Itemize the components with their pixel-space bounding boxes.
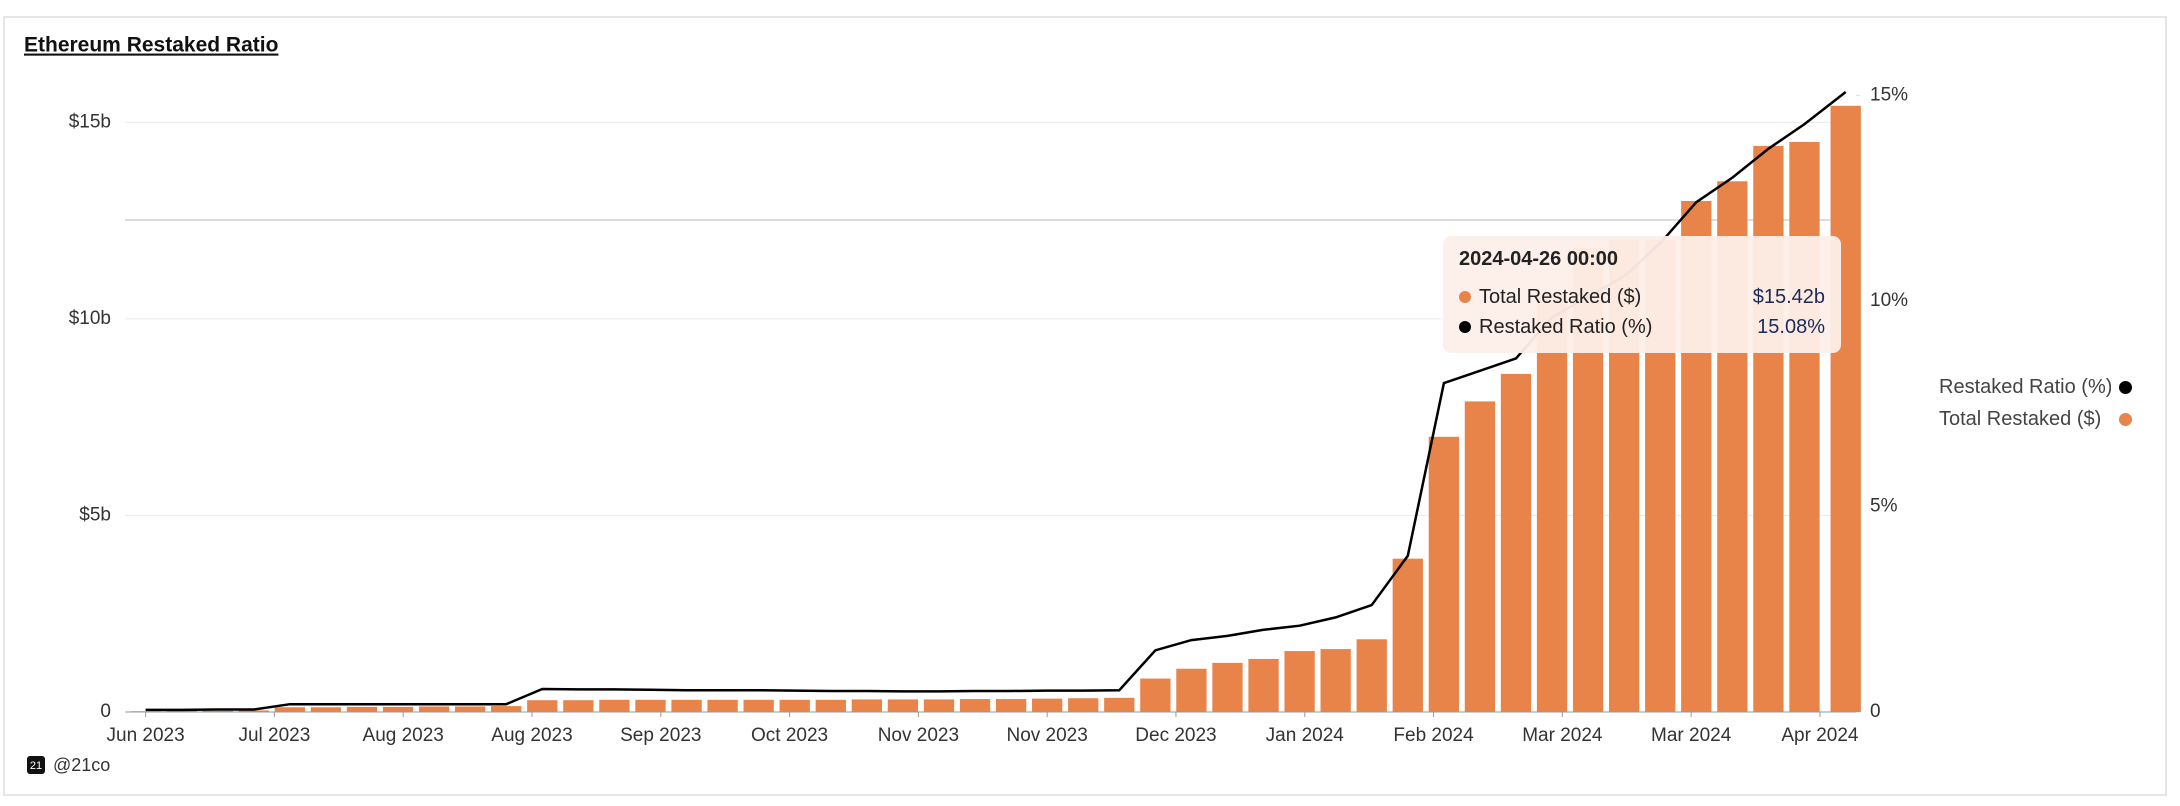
x-tick-label: Oct 2023 <box>751 725 828 746</box>
bar <box>635 699 666 712</box>
bar <box>346 706 378 712</box>
x-tick-label: Dec 2023 <box>1135 725 1216 746</box>
y2-tick-label: 0 <box>1870 701 1881 722</box>
tooltip: 2024-04-26 00:00 Total Restaked ($) $15.4… <box>1443 236 1841 353</box>
x-tick-label: Feb 2024 <box>1393 725 1474 746</box>
x-tick-label: Jan 2024 <box>1266 725 1345 746</box>
tooltip-label: Total Restaked ($) <box>1479 285 1642 308</box>
bar <box>491 706 522 712</box>
legend-item: Restaked Ratio (%) <box>1939 376 2132 399</box>
y-tick-label: 0 <box>100 701 111 722</box>
footer-icon: 21 <box>30 760 42 772</box>
bar <box>779 699 810 712</box>
bar <box>1428 436 1460 712</box>
tooltip-value: $15.42b <box>1752 285 1825 308</box>
bar <box>1212 662 1243 712</box>
bar <box>274 707 306 712</box>
bar <box>1500 373 1532 712</box>
tooltip-label: Restaked Ratio (%) <box>1479 315 1653 338</box>
x-tick-label: Jun 2023 <box>107 725 185 746</box>
bar <box>166 710 197 712</box>
bar <box>202 710 233 712</box>
y-tick-label: $5b <box>79 504 111 525</box>
bar <box>1356 639 1387 712</box>
bar <box>707 699 738 712</box>
footer-handle: @21co <box>53 755 110 775</box>
bar <box>851 699 883 712</box>
x-tick-label: Nov 2023 <box>878 725 959 746</box>
legend-item: Total Restaked ($) <box>1939 408 2132 431</box>
tooltip-value: 15.08% <box>1757 315 1825 338</box>
chart-title: Ethereum Restaked Ratio <box>24 34 278 57</box>
bar <box>1104 697 1135 712</box>
x-tick-label: Mar 2024 <box>1522 725 1603 746</box>
y-tick-label: $15b <box>69 111 111 132</box>
x-tick-label: Aug 2023 <box>491 725 572 746</box>
bar <box>1068 698 1099 712</box>
bar <box>995 699 1027 712</box>
tooltip-title: 2024-04-26 00:00 <box>1459 248 1619 270</box>
y2-tick-label: 15% <box>1870 84 1908 105</box>
bar <box>1176 668 1207 712</box>
footer-icon-bg <box>27 756 45 774</box>
bar <box>1830 105 1861 712</box>
tooltip-dot <box>1459 291 1471 303</box>
y2-tick-label: 5% <box>1870 495 1898 516</box>
x-tick-label: Sep 2023 <box>620 725 701 746</box>
bar <box>527 700 558 712</box>
bar <box>743 699 774 712</box>
bar <box>310 707 342 712</box>
legend-dot <box>2119 413 2132 426</box>
legend-dot <box>2119 381 2132 394</box>
bar <box>959 699 991 712</box>
bar <box>599 699 630 712</box>
bar <box>887 699 919 712</box>
bar <box>671 699 702 712</box>
x-tick-label: Apr 2024 <box>1781 725 1859 746</box>
bar <box>1536 295 1568 712</box>
legend-label: Restaked Ratio (%) <box>1939 376 2111 398</box>
tooltip-row: Total Restaked ($) $15.42b <box>1459 282 1825 312</box>
bar <box>1392 558 1423 712</box>
bar <box>1753 145 1784 712</box>
x-tick-label: Nov 2023 <box>1006 725 1087 746</box>
bar <box>238 710 269 712</box>
tooltip-row: Restaked Ratio (%) 15.08% <box>1459 312 1825 342</box>
bar <box>418 706 450 712</box>
x-tick-label: Aug 2023 <box>363 725 444 746</box>
bar <box>382 706 414 712</box>
frame <box>3 16 2167 796</box>
bar <box>1248 658 1279 712</box>
bar <box>1284 651 1315 712</box>
x-tick-label: Mar 2024 <box>1651 725 1732 746</box>
bar <box>815 699 846 712</box>
bar <box>1464 401 1496 712</box>
bar <box>1320 649 1351 712</box>
bar <box>455 706 486 712</box>
bar <box>923 699 955 712</box>
y-tick-label: $10b <box>69 308 111 329</box>
x-tick-label: Jul 2023 <box>238 725 310 746</box>
y2-tick-label: 10% <box>1870 290 1908 311</box>
bar <box>1789 141 1820 712</box>
legend-label: Total Restaked ($) <box>1939 408 2102 430</box>
tooltip-dot <box>1459 321 1471 333</box>
bar <box>1140 678 1171 712</box>
bar <box>563 700 594 712</box>
bar <box>1032 698 1063 712</box>
